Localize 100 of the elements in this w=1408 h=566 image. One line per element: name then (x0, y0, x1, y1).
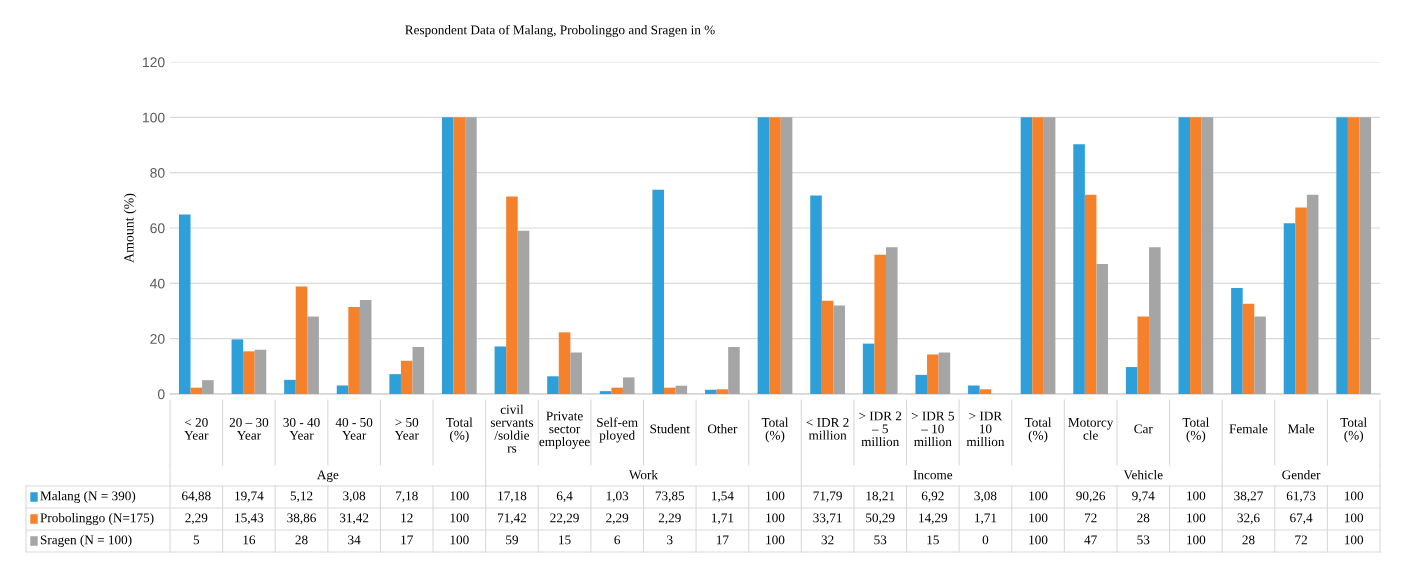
bar (833, 305, 845, 394)
data-label: 28 (295, 535, 308, 545)
bar (1032, 117, 1044, 394)
text: Income (913, 470, 953, 480)
x-tick-label: Total (%) (1340, 417, 1367, 443)
bar (675, 385, 688, 394)
y-tick-label: 0 (157, 389, 165, 400)
data-label: 2,29 (658, 513, 681, 525)
bar (441, 117, 454, 394)
bar (1096, 263, 1109, 394)
bar (716, 389, 729, 394)
bar (359, 299, 372, 394)
data-label: 32 (821, 535, 834, 545)
text: Vehicle (1123, 470, 1163, 480)
data-label: 100 (766, 491, 785, 501)
bar (1201, 117, 1214, 394)
data-label: 6 (614, 535, 621, 545)
y-tick-label: 120 (143, 57, 165, 68)
x-tick-label: 20 – 30 Year (229, 417, 269, 440)
legend-label: Probolinggo (N=175) (40, 513, 154, 525)
x-tick-label: Student (650, 424, 690, 434)
bar (886, 247, 898, 394)
data-label: 72 (1295, 535, 1307, 545)
data-label: 53 (874, 535, 887, 545)
bar (307, 316, 319, 394)
data-label: 17,18 (498, 491, 527, 503)
bar (622, 377, 635, 394)
bar (728, 346, 740, 394)
bar (558, 332, 571, 394)
data-label: 17 (716, 535, 729, 545)
bar (979, 389, 992, 394)
data-label: 1,71 (712, 513, 734, 525)
data-label: 1,71 (975, 513, 997, 525)
x-tick-label: Total (%) (446, 417, 473, 443)
data-label: 9,74 (1132, 491, 1155, 503)
data-label: 3,08 (343, 491, 366, 503)
bar (295, 286, 308, 394)
bar (664, 387, 676, 394)
x-tick-label: Private sector employee (539, 411, 590, 449)
x-tick-label: Total (%) (1182, 417, 1210, 443)
bar (862, 343, 875, 394)
bar (1020, 117, 1033, 394)
bar (1336, 117, 1348, 394)
bar (243, 351, 255, 394)
data-label: 32,6 (1237, 513, 1260, 525)
text: Work (629, 470, 658, 480)
x-tick-label: Total (%) (761, 417, 789, 443)
data-label: 2,29 (185, 513, 208, 525)
legend-label: Sragen (N = 100) (40, 535, 132, 547)
bar (757, 117, 770, 394)
y-tick-label: 80 (150, 168, 165, 178)
x-tick-label: > IDR 2 – 5 million (859, 411, 902, 447)
data-label: 5,12 (290, 491, 313, 503)
data-label: 28 (1242, 535, 1255, 545)
bar (821, 300, 834, 394)
data-label: 100 (766, 513, 785, 523)
x-tick-label: > IDR 10 million (966, 411, 1005, 447)
data-label: 1,54 (712, 491, 734, 503)
data-label: 100 (1187, 491, 1206, 501)
bar (389, 374, 401, 394)
x-tick-label: > IDR 5 – 10 million (911, 411, 954, 447)
bar (494, 346, 507, 394)
bar (506, 196, 518, 394)
bar (1178, 117, 1191, 394)
bar (1137, 316, 1150, 394)
chart-title: Respondent Data of Malang, Probolinggo and Sragen in % (405, 24, 715, 38)
bar (178, 214, 191, 394)
x-tick-label: < IDR 2 million (806, 418, 849, 440)
data-label: 100 (450, 491, 469, 501)
bar (968, 385, 980, 394)
data-label: 100 (1344, 491, 1364, 501)
data-label: 100 (1187, 535, 1206, 545)
bar (190, 387, 203, 394)
data-label: 6,4 (556, 491, 573, 503)
data-label: 31,42 (339, 513, 369, 525)
data-label: 72 (1084, 513, 1097, 523)
data-label: 17 (401, 535, 413, 545)
data-label: 3,08 (974, 491, 997, 503)
data-label: 38,86 (287, 513, 316, 525)
data-label: 2,29 (606, 513, 629, 525)
data-label: 100 (1344, 535, 1364, 545)
bar (1149, 247, 1161, 394)
data-label: 100 (450, 535, 469, 545)
bar (915, 374, 928, 394)
data-label: 61,73 (1286, 491, 1316, 503)
y-tick-label: 60 (150, 223, 165, 234)
bar (1295, 207, 1307, 394)
bar (1283, 223, 1296, 394)
data-label: 16 (243, 535, 256, 545)
x-tick-label: civil servants /soldiers (490, 404, 534, 453)
bar (1254, 316, 1266, 394)
data-label: 73,85 (655, 491, 685, 503)
data-label: 15,43 (235, 513, 264, 525)
y-axis-title: Amount (%) (123, 193, 137, 263)
data-label: 3 (667, 535, 673, 545)
data-label: 64,88 (182, 491, 211, 503)
data-label: 100 (1187, 513, 1206, 523)
data-label: 6,92 (921, 491, 944, 503)
data-label: 100 (1344, 513, 1364, 523)
x-tick-label: 40 - 50 Year (335, 417, 373, 440)
